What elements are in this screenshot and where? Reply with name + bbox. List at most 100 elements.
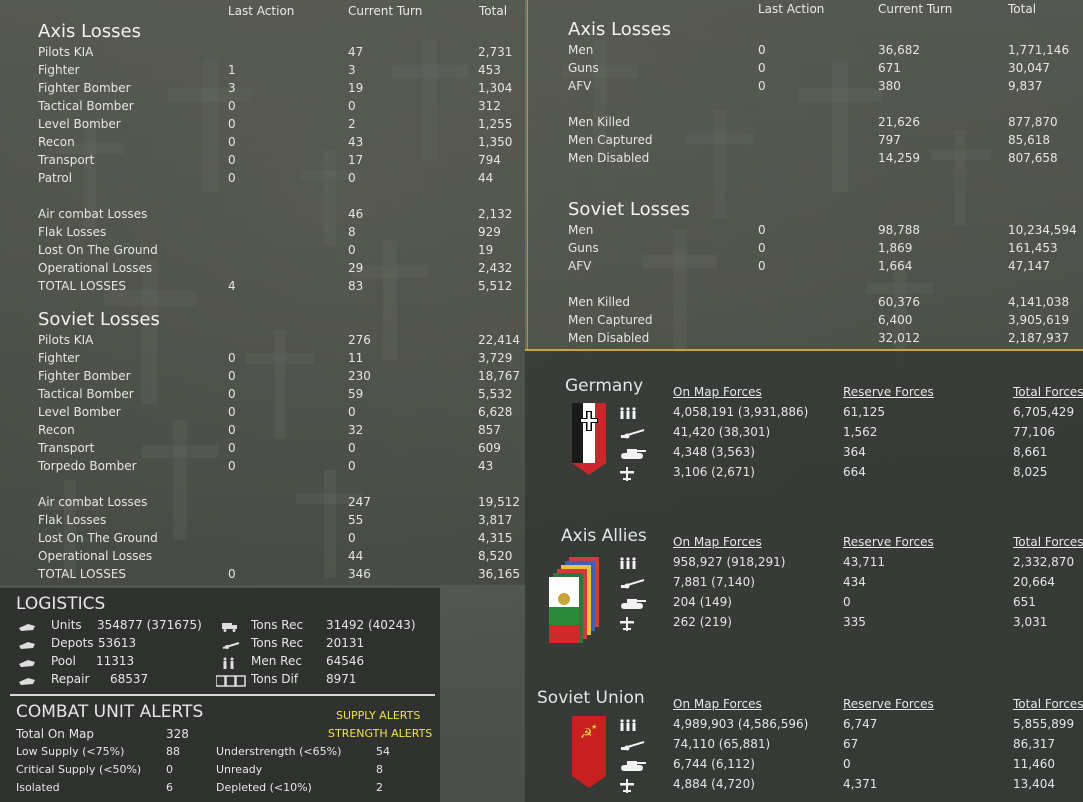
last-action-value: 0	[228, 369, 236, 383]
cross-decoration	[141, 260, 159, 404]
current-turn-value: 346	[348, 567, 371, 581]
reserve-value: 434	[843, 575, 866, 589]
total-value: 5,532	[478, 387, 513, 401]
reserve-value: 4,371	[843, 777, 878, 791]
current-turn-value: 380	[878, 79, 901, 93]
current-turn-value: 0	[348, 171, 356, 185]
total-forces-value: 6,705,429	[1013, 405, 1075, 419]
total-value: 3,905,619	[1008, 313, 1070, 327]
total-value: 3,817	[478, 513, 513, 527]
header-total: Total	[1008, 2, 1037, 16]
reserve-forces-header: Reserve Forces	[843, 697, 934, 711]
table-row: TOTAL LOSSES 4 83 5,512	[0, 279, 525, 297]
logistics-title: LOGISTICS	[16, 594, 106, 614]
table-row: Pilots KIA 47 2,731	[0, 45, 525, 63]
cross-decoration	[295, 492, 365, 505]
cross-decoration	[642, 255, 718, 268]
last-action-value: 4	[228, 279, 236, 293]
header-last-action: Last Action	[758, 2, 825, 16]
aircraft-icon	[619, 779, 635, 796]
current-turn-value: 230	[348, 369, 371, 383]
current-turn-value: 47	[348, 45, 364, 59]
reserve-value: 335	[843, 615, 866, 629]
table-row: Men Disabled 32,012 2,187,937	[528, 331, 1083, 349]
current-turn-value: 797	[878, 133, 901, 147]
table-row: Flak Losses 55 3,817	[0, 513, 525, 531]
row-label: Men Killed	[568, 115, 631, 129]
total-on-map-label: Total On Map	[16, 727, 95, 741]
supply-icon	[18, 621, 36, 635]
alert-label: Unready	[216, 763, 263, 776]
logistics-label: Repair	[51, 672, 90, 686]
current-turn-value: 60,376	[878, 295, 920, 309]
infantry-icon	[619, 719, 637, 734]
total-value: 2,731	[478, 45, 513, 59]
table-row: Men Disabled 14,259 807,658	[528, 151, 1083, 169]
table-row: Men Captured 6,400 3,905,619	[528, 313, 1083, 331]
current-turn-value: 59	[348, 387, 364, 401]
alert-value: 0	[166, 763, 173, 776]
alert-label: Depleted (<10%)	[216, 781, 312, 794]
truck-icon	[222, 621, 238, 635]
total-value: 18,767	[478, 369, 520, 383]
current-turn-value: 6,400	[878, 313, 913, 327]
total-forces-value: 77,106	[1013, 425, 1055, 439]
supply-alerts-link[interactable]: SUPPLY ALERTS	[336, 709, 421, 722]
cross-decoration	[104, 290, 196, 306]
on-map-value: 4,058,191 (3,931,886)	[673, 405, 809, 419]
last-action-value: 0	[228, 99, 236, 113]
current-turn-value: 83	[348, 279, 364, 293]
current-turn-value: 98,788	[878, 223, 920, 237]
cross-decoration	[593, 40, 607, 160]
cross-decoration	[713, 110, 727, 218]
reserve-forces-header: Reserve Forces	[843, 385, 934, 399]
on-map-value: 74,110 (65,881)	[673, 737, 771, 751]
reserve-value: 664	[843, 465, 866, 479]
strength-alerts-link[interactable]: STRENGTH ALERTS	[328, 727, 433, 740]
cross-decoration	[64, 480, 76, 576]
table-row: Tactical Bomber 0 59 5,532	[0, 387, 525, 405]
header-last-action: Last Action	[228, 4, 295, 18]
current-turn-value: 36,682	[878, 43, 920, 57]
row-label: Tactical Bomber	[38, 99, 134, 113]
reserve-value: 0	[843, 595, 851, 609]
svg-text:☭: ☭	[580, 726, 593, 742]
current-turn-value: 44	[348, 549, 364, 563]
cross-decoration	[929, 150, 991, 161]
row-label: TOTAL LOSSES	[38, 279, 127, 293]
row-label: Flak Losses	[38, 513, 107, 527]
on-map-value: 4,884 (4,720)	[673, 777, 755, 791]
last-action-value: 0	[228, 387, 236, 401]
reserve-forces-header: Reserve Forces	[843, 535, 934, 549]
table-row: Lost On The Ground 0 4,315	[0, 531, 525, 549]
cross-decoration	[83, 120, 97, 228]
total-forces-value: 3,031	[1013, 615, 1048, 629]
last-action-value: 0	[228, 351, 236, 365]
current-turn-value: 0	[348, 99, 356, 113]
table-row: TOTAL LOSSES 0 346 36,165	[0, 567, 525, 585]
row-label: Men Disabled	[568, 331, 650, 345]
soviet-flag-icon: ☭ ★	[572, 716, 606, 788]
total-value: 4,141,038	[1008, 295, 1070, 309]
last-action-value: 0	[228, 153, 236, 167]
current-turn-value: 1,869	[878, 241, 913, 255]
current-turn-value: 0	[348, 441, 356, 455]
supply-icon	[18, 657, 36, 671]
reserve-value: 0	[843, 757, 851, 771]
section-divider	[525, 349, 1083, 351]
supply-icon	[18, 675, 36, 689]
alert-label: Low Supply (<75%)	[16, 745, 125, 758]
current-turn-value: 671	[878, 61, 901, 75]
table-row: Guns 0 1,869 161,453	[528, 241, 1083, 259]
on-map-forces-header: On Map Forces	[673, 697, 762, 711]
logistics-value: 11313	[96, 654, 135, 668]
row-label: Men	[568, 223, 594, 237]
last-action-value: 0	[758, 61, 766, 75]
last-action-value: 0	[228, 423, 236, 437]
tank-icon	[619, 759, 647, 774]
logistics-label: Men Rec	[251, 654, 302, 668]
row-label: Fighter	[38, 351, 80, 365]
alert-label: Isolated	[16, 781, 60, 794]
logistics-label: Units	[51, 618, 82, 632]
cross-decoration	[245, 352, 315, 365]
